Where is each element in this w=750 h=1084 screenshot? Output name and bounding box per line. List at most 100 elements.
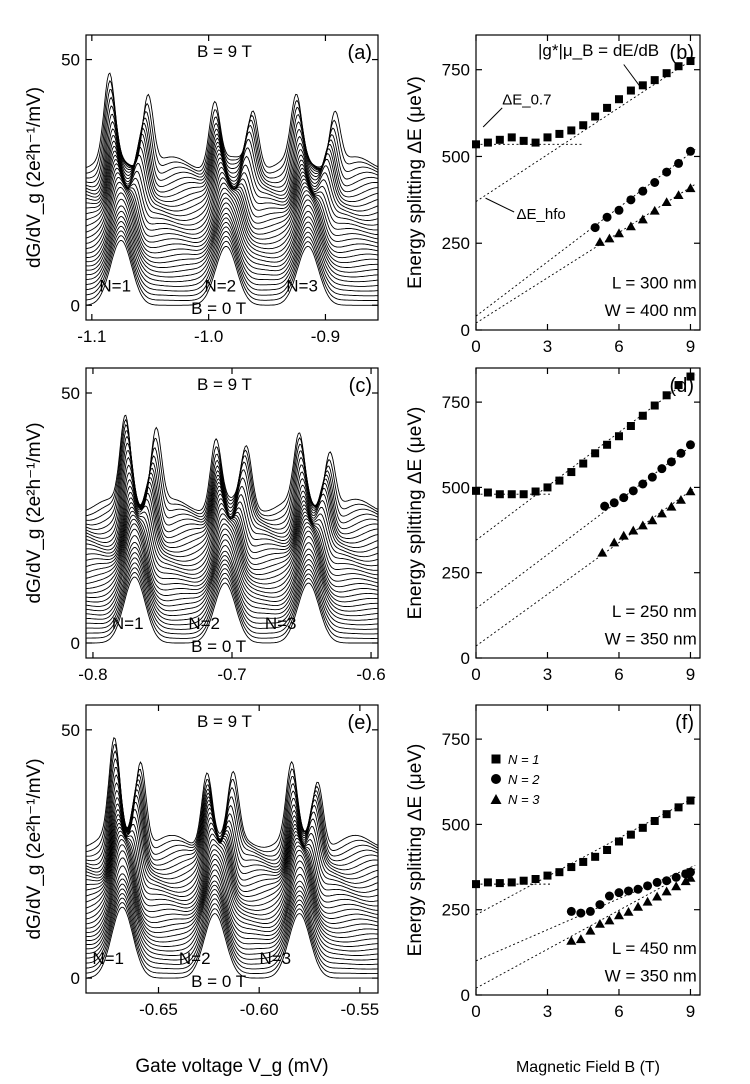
data-point-triangle	[633, 901, 644, 911]
plot-frame	[475, 34, 701, 331]
peak-label: N=3	[265, 614, 297, 633]
panel-label: (c)	[349, 375, 372, 397]
data-point-triangle	[566, 936, 577, 945]
data-point-square	[519, 490, 528, 499]
data-point-circle	[638, 186, 648, 196]
data-point-square	[662, 69, 671, 78]
data-point-square	[686, 372, 695, 381]
trace-line	[86, 177, 378, 250]
data-point-triangle	[613, 228, 624, 238]
data-point-square	[519, 876, 528, 885]
data-point-circle	[614, 888, 624, 898]
data-point-square	[603, 103, 612, 112]
traces-group	[86, 72, 378, 306]
x-tick-label: -0.55	[341, 1000, 380, 1019]
data-point-square	[531, 487, 540, 496]
annotation-text: L = 300 nm	[612, 273, 697, 292]
data-point-triangle	[637, 520, 648, 530]
trace-line	[86, 145, 378, 217]
x-tick-label: 0	[471, 1002, 480, 1021]
trace-line	[86, 844, 378, 929]
data-point-square	[543, 871, 552, 880]
y-axis-label: dG/dV_g (2e²h⁻¹/mV)	[24, 87, 45, 268]
data-point-triangle	[685, 183, 696, 193]
data-point-triangle	[680, 876, 691, 886]
annotation-text: W = 400 nm	[605, 301, 697, 320]
data-point-square	[507, 133, 516, 142]
data-point-triangle	[666, 501, 677, 511]
data-point-square	[567, 468, 576, 477]
trace-line	[86, 541, 378, 612]
data-point-triangle	[594, 237, 605, 246]
data-point-triangle	[649, 205, 660, 215]
data-point-circle	[626, 195, 636, 205]
trace-line	[86, 216, 378, 283]
trace-line	[86, 567, 378, 635]
trace-line	[86, 502, 378, 576]
data-point-square	[495, 490, 504, 499]
trace-line	[86, 576, 378, 644]
data-point-triangle	[671, 881, 682, 891]
data-point-triangle	[642, 896, 653, 906]
y-axis-label: Energy splitting ΔE (μeV)	[405, 76, 426, 289]
data-point-square	[579, 857, 588, 866]
data-point-square	[555, 129, 564, 138]
x-tick-label: 3	[543, 665, 552, 684]
trace-line	[86, 205, 378, 273]
data-point-square	[674, 803, 683, 812]
y-tick-label: 250	[442, 234, 470, 253]
trace-line	[86, 906, 378, 979]
trace-line	[86, 834, 378, 920]
x-tick-label: -0.7	[217, 665, 246, 684]
data-point-circle	[671, 872, 681, 882]
data-point-square	[626, 830, 635, 839]
fit-line	[475, 149, 696, 317]
trace-line	[86, 167, 378, 240]
data-point-square	[555, 868, 564, 877]
title-b9: B = 9 T	[197, 42, 252, 61]
y-axis-label: Energy splitting ΔE (μeV)	[405, 407, 426, 620]
data-point-square	[483, 138, 492, 147]
data-point-triangle	[661, 197, 672, 206]
x-tick-label: 9	[686, 665, 695, 684]
x-tick-label: -0.8	[78, 665, 107, 684]
trace-line	[86, 510, 378, 585]
data-point-square	[567, 126, 576, 135]
panel-label: (e)	[348, 712, 372, 734]
data-point-circle	[628, 486, 638, 496]
trace-line	[86, 818, 378, 902]
x-tick-label: 0	[471, 665, 480, 684]
data-point-square	[686, 796, 695, 805]
data-point-triangle	[685, 872, 696, 882]
data-point-square	[686, 57, 695, 66]
trace-line	[86, 414, 378, 512]
data-point-circle	[595, 900, 605, 910]
data-point-square	[662, 810, 671, 819]
trace-line	[86, 893, 378, 966]
trace-line	[86, 808, 378, 893]
data-point-triangle	[604, 233, 615, 243]
peak-label: N=1	[92, 949, 124, 968]
data-point-triangle	[594, 918, 605, 928]
peak-label: N=1	[99, 276, 131, 295]
data-point-triangle	[628, 525, 639, 535]
data-point-square	[519, 136, 528, 145]
trace-line	[86, 803, 378, 889]
annotation-text: W = 350 nm	[605, 966, 697, 985]
data-point-square	[531, 875, 540, 883]
trace-line	[86, 546, 378, 617]
trace-line	[86, 172, 378, 245]
panels: B = 9 T B = 0 T N=1 N=2 N=3 -1.1 -1.0 -0.9 0 50 dG…	[24, 34, 701, 1021]
peak-label: N=2	[188, 614, 220, 633]
trace-line	[86, 140, 378, 212]
bottom-xlabel-left: Gate voltage V_g (mV)	[135, 1056, 328, 1077]
x-tick-label: 9	[686, 337, 695, 356]
data-point-circle	[633, 884, 643, 894]
trace-line	[86, 897, 378, 970]
y-tick-label: 500	[442, 815, 470, 834]
trace-line	[86, 198, 378, 268]
trace-line	[86, 737, 378, 848]
trace-line	[86, 210, 378, 278]
trace-line	[86, 572, 378, 639]
x-tick-label: 9	[686, 1002, 695, 1021]
